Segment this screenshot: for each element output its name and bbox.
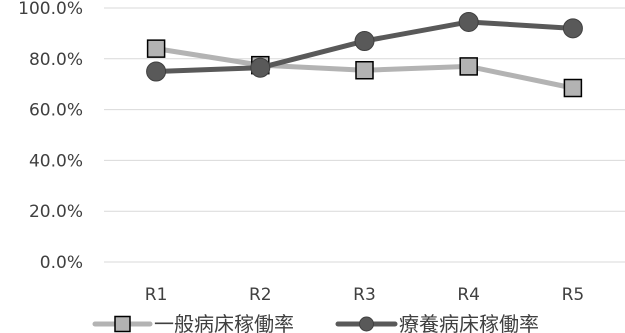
data-point-square — [146, 39, 166, 58]
x-tick-label: R1 — [145, 285, 168, 305]
legend-label: 一般病床稼働率 — [154, 312, 294, 333]
data-point-square — [563, 78, 583, 98]
y-axis: 0.0% 20.0% 40.0% 60.0% 80.0% 100.0% — [18, 0, 83, 273]
x-axis: R1 R2 R3 R4 R5 — [145, 285, 584, 305]
y-tick-label: 20.0% — [29, 202, 83, 222]
legend-marker-square — [114, 315, 131, 333]
legend-item-1: 一般病床稼働率 — [92, 312, 294, 333]
y-tick-label: 80.0% — [29, 50, 83, 70]
data-point-circle — [562, 18, 583, 39]
legend-marker-circle — [359, 316, 374, 332]
x-tick-label: R2 — [249, 285, 272, 305]
data-point-circle — [354, 31, 375, 52]
series-group — [146, 11, 583, 98]
series-2 — [146, 11, 583, 82]
x-tick-label: R4 — [457, 285, 480, 305]
data-point-square — [355, 60, 374, 80]
x-tick-label: R3 — [353, 285, 376, 305]
data-point-circle — [458, 11, 479, 32]
data-point-square — [459, 57, 478, 76]
y-tick-label: 100.0% — [18, 0, 83, 19]
legend-label: 療養病床稼働率 — [399, 312, 539, 333]
y-tick-label: 0.0% — [40, 253, 83, 273]
data-point-circle — [146, 61, 167, 82]
y-tick-label: 60.0% — [29, 101, 83, 121]
gridlines — [104, 7, 625, 263]
legend-item-2: 療養病床稼働率 — [335, 312, 539, 333]
x-tick-label: R5 — [562, 285, 585, 305]
data-point-circle — [250, 57, 271, 78]
y-tick-label: 40.0% — [29, 151, 83, 171]
legend: 一般病床稼働率 療養病床稼働率 — [92, 312, 539, 333]
